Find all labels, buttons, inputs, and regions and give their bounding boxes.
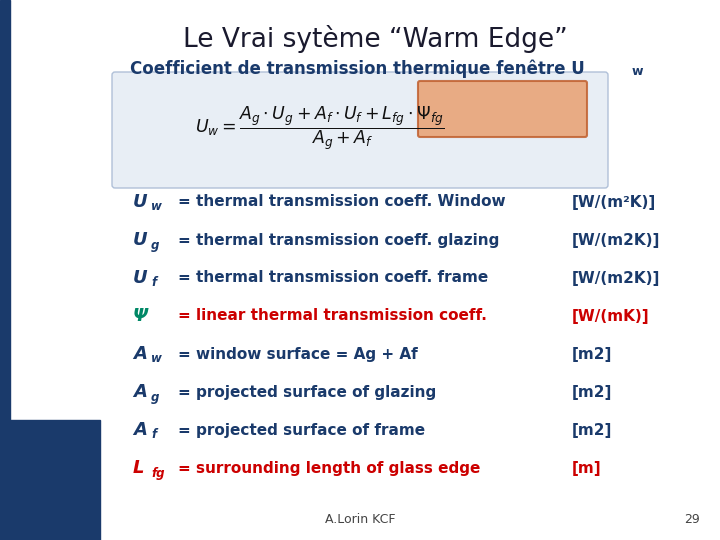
Text: [W/(m2K)]: [W/(m2K)]: [572, 271, 660, 286]
Text: = projected surface of glazing: = projected surface of glazing: [178, 384, 436, 400]
Text: g: g: [151, 239, 159, 252]
Text: Coefficient de transmission thermique fenêtre U: Coefficient de transmission thermique fe…: [130, 59, 585, 78]
Text: $U_w = \dfrac{A_g \cdot U_g + A_f \cdot U_f + L_{fg} \cdot \Psi_{fg}}{A_g + A_f}: $U_w = \dfrac{A_g \cdot U_g + A_f \cdot …: [195, 104, 445, 152]
FancyBboxPatch shape: [112, 72, 608, 188]
Text: f: f: [151, 276, 156, 289]
Text: A.Lorin KCF: A.Lorin KCF: [325, 513, 395, 526]
Text: A: A: [133, 383, 147, 401]
Text: = projected surface of frame: = projected surface of frame: [178, 422, 425, 437]
Text: Ψ: Ψ: [133, 307, 148, 325]
Text: f: f: [151, 429, 156, 442]
Bar: [0, 420, 100, 540]
Text: = thermal transmission coeff. frame: = thermal transmission coeff. frame: [178, 271, 488, 286]
Text: = surrounding length of glass edge: = surrounding length of glass edge: [178, 461, 480, 476]
Text: w: w: [151, 200, 162, 213]
Text: [W/(m²K)]: [W/(m²K)]: [572, 194, 656, 210]
FancyBboxPatch shape: [418, 81, 587, 137]
Text: [m2]: [m2]: [572, 384, 613, 400]
Text: w: w: [151, 353, 162, 366]
Text: = thermal transmission coeff. glazing: = thermal transmission coeff. glazing: [178, 233, 500, 247]
Text: [W/(mK)]: [W/(mK)]: [572, 308, 649, 323]
Text: = window surface = Ag + Af: = window surface = Ag + Af: [178, 347, 418, 361]
Text: w: w: [632, 65, 644, 78]
Text: = linear thermal transmission coeff.: = linear thermal transmission coeff.: [178, 308, 487, 323]
Text: U: U: [133, 231, 148, 249]
Text: [m]: [m]: [572, 461, 602, 476]
Text: L: L: [133, 459, 145, 477]
Text: = thermal transmission coeff. Window: = thermal transmission coeff. Window: [178, 194, 505, 210]
Text: g: g: [151, 390, 159, 403]
Text: [m2]: [m2]: [572, 422, 613, 437]
Text: fg: fg: [151, 467, 164, 480]
Text: U: U: [133, 269, 148, 287]
Text: U: U: [133, 193, 148, 211]
Text: [W/(m2K)]: [W/(m2K)]: [572, 233, 660, 247]
Text: 29: 29: [684, 513, 700, 526]
Text: A: A: [133, 421, 147, 439]
Text: [m2]: [m2]: [572, 347, 613, 361]
Text: A: A: [133, 345, 147, 363]
Text: Le Vrai sytème “Warm Edge”: Le Vrai sytème “Warm Edge”: [183, 25, 567, 53]
Bar: [0, 0, 10, 540]
